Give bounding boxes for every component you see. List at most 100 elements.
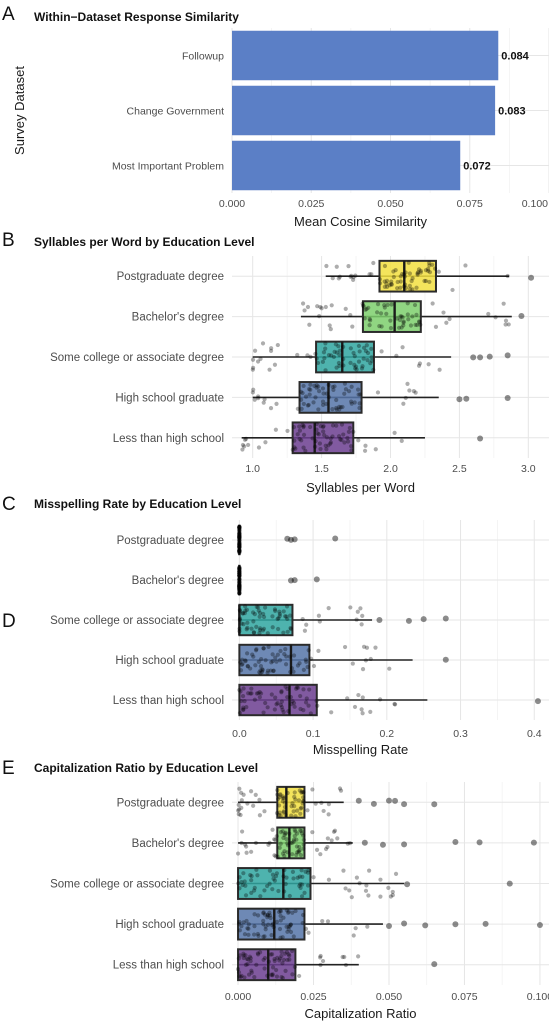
jitter-point xyxy=(345,841,350,846)
jitter-point xyxy=(314,427,319,432)
jitter-point xyxy=(371,367,376,372)
jitter-point xyxy=(337,274,342,279)
jitter-point xyxy=(268,915,273,921)
jitter-point xyxy=(315,431,320,436)
jitter-point xyxy=(348,605,353,610)
jitter-point xyxy=(398,285,403,290)
jitter-point xyxy=(298,811,303,816)
jitter-point xyxy=(252,612,257,617)
jitter-point xyxy=(426,362,431,367)
jitter-point xyxy=(284,950,289,955)
jitter-point xyxy=(339,422,345,427)
jitter-point xyxy=(282,889,287,894)
jitter-point xyxy=(237,548,242,553)
jitter-point xyxy=(272,607,278,612)
jitter-point xyxy=(349,399,354,404)
jitter-point xyxy=(272,956,277,962)
jitter-point xyxy=(280,796,286,801)
jitter-point xyxy=(391,274,396,280)
jitter-point xyxy=(241,951,246,956)
jitter-point xyxy=(237,535,242,540)
jitter-point xyxy=(266,842,271,847)
jitter-point xyxy=(361,304,366,309)
jitter-point xyxy=(278,909,283,914)
jitter-point xyxy=(237,571,242,576)
outlier-point xyxy=(452,839,459,846)
jitter-point xyxy=(367,272,372,277)
box-iqr xyxy=(276,826,306,860)
jitter-point xyxy=(240,611,246,616)
jitter-point xyxy=(305,808,310,813)
jitter-point xyxy=(277,810,282,815)
jitter-point xyxy=(389,279,394,284)
jitter-point xyxy=(278,918,283,923)
jitter-point xyxy=(378,311,384,316)
jitter-point xyxy=(334,423,339,428)
jitter-point xyxy=(237,585,242,590)
jitter-point xyxy=(450,287,455,293)
jitter-point xyxy=(297,844,302,850)
box-iqr xyxy=(291,421,355,455)
jitter-point xyxy=(349,444,354,449)
jitter-point xyxy=(385,284,390,289)
jitter-point xyxy=(237,581,242,586)
jitter-point xyxy=(270,625,275,630)
jitter-point xyxy=(237,570,242,576)
jitter-point xyxy=(352,400,357,405)
jitter-point xyxy=(348,346,353,351)
panel-letter: A xyxy=(2,4,15,25)
jitter-point xyxy=(301,687,306,692)
jitter-point xyxy=(378,877,383,882)
jitter-point xyxy=(299,805,304,810)
jitter-point xyxy=(316,389,322,394)
jitter-point xyxy=(272,707,277,712)
jitter-point xyxy=(285,841,290,846)
jitter-point xyxy=(237,531,242,536)
jitter-point xyxy=(347,425,352,431)
jitter-point xyxy=(349,448,354,453)
jitter-point xyxy=(237,591,242,596)
jitter-point xyxy=(278,648,283,654)
x-tick-label: 0.075 xyxy=(451,991,477,1003)
jitter-point xyxy=(236,807,242,812)
x-tick-label: 2.5 xyxy=(452,463,467,475)
jitter-point xyxy=(279,689,284,694)
jitter-point xyxy=(291,425,297,430)
x-tick-label: 0.3 xyxy=(453,728,468,740)
jitter-point xyxy=(253,840,259,846)
jitter-point xyxy=(348,360,353,365)
jitter-point xyxy=(285,428,290,434)
jitter-point xyxy=(294,685,300,690)
jitter-point xyxy=(289,813,294,818)
jitter-point xyxy=(280,799,285,804)
jitter-point xyxy=(422,278,427,284)
jitter-point xyxy=(290,852,295,857)
jitter-point xyxy=(301,846,306,851)
jitter-point xyxy=(414,285,419,290)
outlier-point xyxy=(504,394,511,401)
jitter-point xyxy=(301,837,306,842)
jitter-point xyxy=(237,569,242,574)
jitter-point xyxy=(314,421,319,427)
jitter-point xyxy=(252,924,257,929)
jitter-points xyxy=(300,301,511,332)
jitter-point xyxy=(298,389,304,394)
jitter-point xyxy=(384,311,389,316)
jitter-point xyxy=(352,704,358,710)
jitter-point xyxy=(332,384,337,389)
jitter-point xyxy=(292,790,297,795)
jitter-point xyxy=(237,616,243,621)
jitter-point xyxy=(237,571,242,576)
jitter-point xyxy=(318,304,323,310)
jitter-point xyxy=(237,525,242,530)
jitter-point xyxy=(251,619,256,624)
jitter-points xyxy=(237,524,242,555)
jitter-point xyxy=(402,282,408,287)
jitter-point xyxy=(384,281,389,286)
jitter-point xyxy=(285,695,290,700)
jitter-point xyxy=(405,301,410,306)
jitter-point xyxy=(399,314,404,319)
jitter-point xyxy=(244,956,250,961)
jitter-point xyxy=(270,652,275,657)
